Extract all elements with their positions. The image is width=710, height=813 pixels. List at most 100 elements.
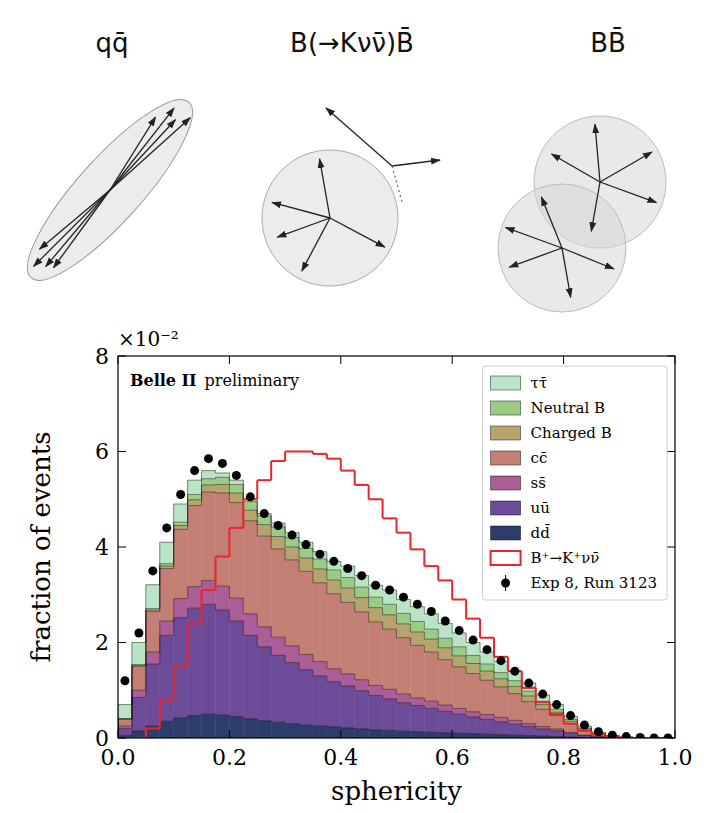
hist-segment xyxy=(285,560,299,646)
hist-segment xyxy=(188,494,202,499)
hist-segment xyxy=(369,730,383,738)
x-tick xyxy=(340,356,341,364)
data-point xyxy=(120,676,129,685)
data-point xyxy=(538,690,547,699)
diagram-label: B(→Kνν̄)B̄ xyxy=(290,27,414,58)
neutrino-line xyxy=(392,166,402,202)
hist-segment xyxy=(202,580,216,604)
step-segment xyxy=(285,451,299,453)
hist-segment xyxy=(494,673,508,679)
step-segment xyxy=(480,637,494,639)
figure: qq̄B(→Kνν̄)B̄BB̄024680.00.20.40.60.81.0×… xyxy=(0,0,710,813)
chart-title: Belle II xyxy=(130,371,197,390)
hist-segment xyxy=(452,708,466,714)
legend-swatch xyxy=(491,551,521,565)
hist-segment xyxy=(299,725,313,738)
hist-segment xyxy=(480,719,494,734)
hist-segment xyxy=(215,477,229,484)
hist-segment xyxy=(229,493,243,503)
y-tick xyxy=(118,356,126,357)
hist-segment xyxy=(118,719,132,726)
hist-segment xyxy=(341,602,355,674)
hist-segment xyxy=(397,613,411,624)
hist-segment xyxy=(466,734,480,738)
legend-item: Charged B xyxy=(491,424,612,442)
hist-segment xyxy=(243,635,257,719)
hist-segment xyxy=(146,652,160,664)
momentum-arrow xyxy=(54,190,110,268)
step-segment xyxy=(536,701,550,703)
hist-segment xyxy=(229,621,243,717)
hist-segment xyxy=(438,705,452,711)
data-point xyxy=(357,571,366,580)
legend-label: dd̄ xyxy=(531,524,551,542)
data-point xyxy=(204,454,213,463)
hist-segment xyxy=(550,731,564,737)
hist-segment xyxy=(174,529,188,598)
data-point xyxy=(343,564,352,573)
hist-segment xyxy=(410,732,424,738)
y-tick-label: 2 xyxy=(95,630,109,655)
hist-segment xyxy=(424,614,438,629)
hist-segment xyxy=(508,681,522,687)
hist-segment xyxy=(299,548,313,558)
x-tick xyxy=(563,356,564,364)
hist-segment xyxy=(452,733,466,738)
data-point xyxy=(636,733,645,738)
hist-segment xyxy=(188,480,202,494)
hist-segment xyxy=(202,471,216,479)
step-segment xyxy=(383,517,397,519)
hist-segment xyxy=(174,599,188,618)
y-axis-title: fraction of events xyxy=(26,431,56,662)
hist-segment xyxy=(452,647,466,656)
y-tick xyxy=(667,451,675,452)
x-tick xyxy=(452,730,453,738)
x-axis-title: sphericity xyxy=(331,776,462,806)
hist-segment xyxy=(118,728,132,735)
hist-segment xyxy=(257,525,271,536)
data-point xyxy=(566,711,575,720)
step-segment xyxy=(410,548,424,550)
data-point xyxy=(594,727,603,736)
hist-segment xyxy=(494,687,508,718)
x-tick xyxy=(563,730,564,738)
plot-frame xyxy=(118,356,675,738)
y-tick xyxy=(118,642,126,643)
hist-segment xyxy=(202,479,216,485)
data-point xyxy=(315,550,324,559)
hist-segment xyxy=(257,647,271,721)
x-tick-label: 0.4 xyxy=(323,745,358,770)
hist-segment xyxy=(550,709,564,712)
data-point xyxy=(134,628,143,637)
momentum-arrow xyxy=(46,190,110,267)
data-point xyxy=(301,540,310,549)
hist-segment xyxy=(355,587,369,598)
hist-segment xyxy=(355,729,369,738)
hist-segment xyxy=(466,655,480,663)
hist-segment xyxy=(494,722,508,735)
hist-segment xyxy=(410,632,424,645)
momentum-arrow xyxy=(272,202,330,218)
hist-segment xyxy=(257,721,271,738)
hist-segment xyxy=(383,629,397,689)
legend-item: Neutral B xyxy=(491,399,605,417)
data-point xyxy=(496,656,505,665)
hist-segment xyxy=(118,705,132,719)
step-segment xyxy=(369,498,383,500)
hist-segment xyxy=(188,505,202,586)
momentum-arrow xyxy=(277,218,330,237)
hist-segment xyxy=(508,720,522,724)
data-point xyxy=(399,593,408,602)
hist-segment xyxy=(355,612,369,680)
stack-outline xyxy=(118,604,675,738)
hist-segment xyxy=(536,709,550,726)
hist-segment xyxy=(215,715,229,738)
hist-segment xyxy=(536,701,550,704)
hist-segment xyxy=(243,614,257,635)
y-tick xyxy=(667,547,675,548)
data-point xyxy=(455,626,464,635)
hist-segment xyxy=(299,670,313,725)
hist-segment xyxy=(146,664,160,726)
data-point xyxy=(650,734,659,739)
hist-segment xyxy=(132,643,146,665)
